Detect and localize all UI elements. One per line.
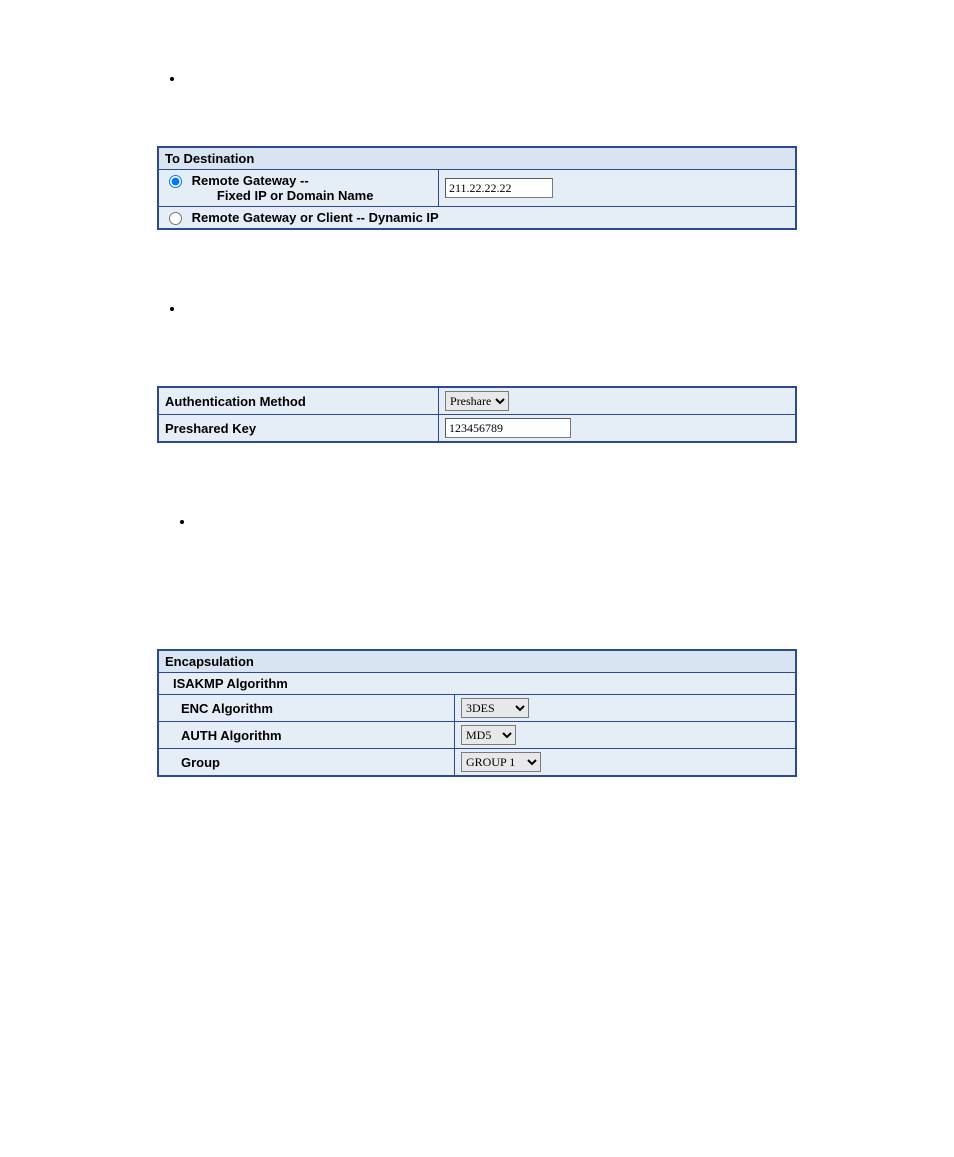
enc-algorithm-value-cell: 3DES — [455, 695, 797, 722]
destination-fixed-row-label: Remote Gateway -- Fixed IP or Domain Nam… — [158, 170, 439, 207]
destination-ip-input[interactable] — [445, 178, 553, 198]
enc-algorithm-select[interactable]: 3DES — [461, 698, 529, 718]
auth-algorithm-select[interactable]: MD5 — [461, 725, 516, 745]
auth-algorithm-value-cell: MD5 — [455, 722, 797, 749]
group-label: Group — [158, 749, 455, 777]
auth-algorithm-label: AUTH Algorithm — [158, 722, 455, 749]
group-select[interactable]: GROUP 1 — [461, 752, 541, 772]
encapsulation-panel: Encapsulation ISAKMP Algorithm ENC Algor… — [157, 649, 797, 777]
destination-header: To Destination — [158, 147, 796, 170]
destination-dynamic-label: Remote Gateway or Client -- Dynamic IP — [192, 210, 439, 225]
destination-dynamic-radio[interactable] — [169, 212, 182, 225]
auth-method-label: Authentication Method — [158, 387, 439, 415]
destination-fixed-label-line1: Remote Gateway -- — [192, 173, 309, 188]
bullet-icon — [180, 520, 184, 524]
preshared-key-label: Preshared Key — [158, 415, 439, 443]
bullet-icon — [170, 77, 174, 81]
isakmp-label: ISAKMP Algorithm — [158, 673, 796, 695]
encapsulation-header: Encapsulation — [158, 650, 796, 673]
destination-fixed-label-line2: Fixed IP or Domain Name — [217, 188, 374, 203]
destination-panel: To Destination Remote Gateway -- Fixed I… — [157, 146, 797, 230]
destination-fixed-label: Remote Gateway -- Fixed IP or Domain Nam… — [192, 173, 374, 203]
auth-method-select[interactable]: Preshare — [445, 391, 509, 411]
preshared-key-input[interactable] — [445, 418, 571, 438]
group-value-cell: GROUP 1 — [455, 749, 797, 777]
destination-fixed-radio[interactable] — [169, 175, 182, 188]
bullet-icon — [170, 307, 174, 311]
destination-dynamic-row: Remote Gateway or Client -- Dynamic IP — [158, 207, 796, 230]
enc-algorithm-label: ENC Algorithm — [158, 695, 455, 722]
destination-fixed-value-cell — [439, 170, 797, 207]
auth-method-value-cell: Preshare — [439, 387, 797, 415]
authentication-panel: Authentication Method Preshare Preshared… — [157, 386, 797, 443]
preshared-key-value-cell — [439, 415, 797, 443]
